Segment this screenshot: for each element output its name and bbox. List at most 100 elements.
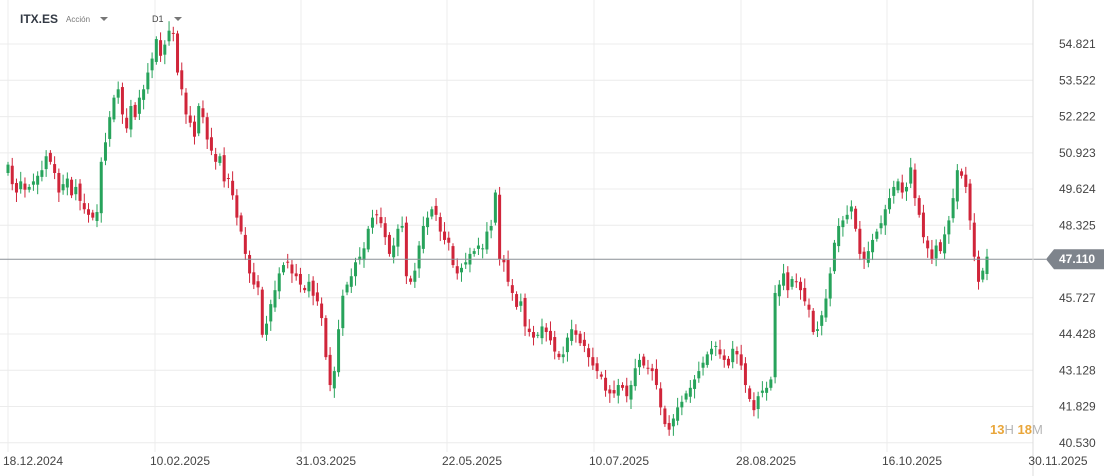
y-tick-label: 54.821 xyxy=(1059,37,1096,51)
candle-body xyxy=(667,422,671,430)
candle xyxy=(913,163,917,206)
candle xyxy=(112,94,116,123)
candle-body xyxy=(646,367,650,369)
candle-body xyxy=(167,30,171,42)
candle-body xyxy=(599,374,603,377)
candle-body xyxy=(557,353,561,358)
candle xyxy=(849,200,853,220)
timeframe-dropdown-icon[interactable] xyxy=(173,17,182,21)
candle-body xyxy=(379,217,383,224)
candle-body xyxy=(570,329,574,341)
candle-body xyxy=(705,354,709,365)
candle xyxy=(307,273,311,298)
candle xyxy=(921,204,925,244)
candle-body xyxy=(455,266,459,274)
candle xyxy=(811,308,815,335)
candle xyxy=(663,405,667,427)
candle xyxy=(103,132,107,166)
candle-body xyxy=(714,345,718,347)
candle-body xyxy=(883,209,887,226)
candle-body xyxy=(103,142,107,161)
candle-body xyxy=(78,183,82,201)
x-tick-label: 28.08.2025 xyxy=(736,454,796,468)
candle-body xyxy=(231,180,235,196)
candle xyxy=(192,115,196,145)
candle xyxy=(409,275,413,285)
candle xyxy=(875,228,879,242)
candle xyxy=(565,333,569,362)
candle xyxy=(337,319,341,377)
candle-body xyxy=(561,354,565,358)
candle xyxy=(866,241,870,268)
candle xyxy=(370,209,374,234)
y-tick-label: 49.624 xyxy=(1059,182,1096,196)
candle xyxy=(523,293,527,336)
candle xyxy=(231,171,235,200)
candle xyxy=(146,63,150,94)
candle xyxy=(315,282,319,306)
candle-body xyxy=(773,292,777,378)
candle-body xyxy=(964,174,968,187)
candle-body xyxy=(269,304,273,322)
candle-body xyxy=(917,198,921,215)
x-tick-label: 31.03.2025 xyxy=(296,454,356,468)
candle xyxy=(99,157,103,223)
x-tick-label: 10.07.2025 xyxy=(589,454,649,468)
candle xyxy=(710,340,714,361)
candle-body xyxy=(642,356,646,366)
candle-body xyxy=(616,385,620,396)
candle xyxy=(782,263,786,291)
candle xyxy=(968,179,972,230)
candle-body xyxy=(493,192,497,223)
timeframe-label[interactable]: D1 xyxy=(152,14,164,24)
candle xyxy=(697,361,701,383)
candle xyxy=(820,310,824,336)
candle xyxy=(871,233,875,261)
candle xyxy=(180,62,184,96)
candle xyxy=(324,315,328,360)
candle-body xyxy=(116,89,120,98)
candle-body xyxy=(633,368,637,387)
candle xyxy=(354,257,358,286)
candle-body xyxy=(362,248,366,261)
candle-body xyxy=(129,106,133,130)
candle-body xyxy=(743,363,747,386)
candle xyxy=(116,81,120,104)
candle-body xyxy=(701,362,705,368)
candle-body xyxy=(671,418,675,427)
candle xyxy=(527,319,531,337)
candle-body xyxy=(31,181,35,185)
candle-body xyxy=(849,206,853,212)
candle-body xyxy=(125,117,129,129)
candle-body xyxy=(409,278,413,282)
candle-body xyxy=(485,231,489,250)
candle-body xyxy=(184,92,188,115)
candle xyxy=(176,30,180,76)
candle xyxy=(430,206,434,220)
candle xyxy=(845,205,849,224)
candle-body xyxy=(981,270,985,280)
instrument-dropdown-icon[interactable] xyxy=(100,17,109,21)
candle-body xyxy=(752,400,756,411)
candle-body xyxy=(621,385,625,388)
candle xyxy=(837,218,841,253)
candle xyxy=(286,253,290,269)
y-tick-label: 52.222 xyxy=(1059,110,1096,124)
candle xyxy=(561,346,565,364)
candle xyxy=(201,100,205,124)
candle xyxy=(78,179,82,211)
candle-body xyxy=(57,172,61,193)
candle-body xyxy=(404,222,408,277)
candle-body xyxy=(760,390,764,393)
candle-body xyxy=(710,348,714,355)
candle-body xyxy=(201,108,205,118)
candle xyxy=(570,319,574,346)
candle-body xyxy=(252,272,256,285)
candle-body xyxy=(120,87,124,115)
candle-body xyxy=(718,349,722,355)
candle xyxy=(557,350,561,360)
candle xyxy=(815,321,819,338)
candle-body xyxy=(574,330,578,335)
candle-body xyxy=(472,251,476,254)
